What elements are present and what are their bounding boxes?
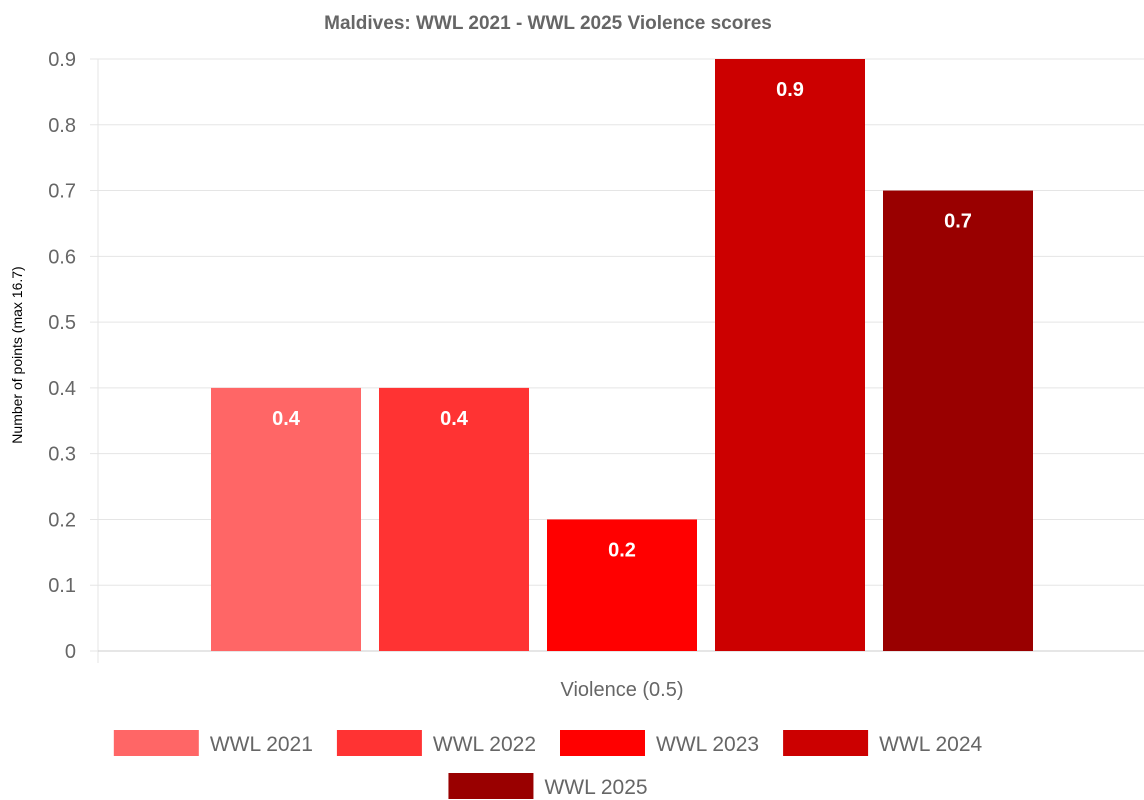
data-label: 0.4 <box>440 408 469 430</box>
data-labels: 0.4 0.4 0.2 0.9 0.7 <box>272 79 972 561</box>
y-tick-label: 0.4 <box>48 378 76 400</box>
x-axis-label: Violence (0.5) <box>560 679 683 701</box>
bar-wwl-2021 <box>211 387 361 651</box>
y-tick-label: 0 <box>65 641 76 663</box>
y-tick-label: 0.5 <box>48 312 76 334</box>
y-tick-label: 0.1 <box>48 575 76 597</box>
legend-label: WWL 2023 <box>656 733 759 756</box>
y-tick-label: 0.9 <box>48 49 76 71</box>
y-tick-label: 0.7 <box>48 181 76 203</box>
legend: WWL 2021 WWL 2022 WWL 2023 WWL 2024 WWL 2025 <box>113 730 983 799</box>
legend-swatch <box>113 730 199 756</box>
legend-label: WWL 2021 <box>210 733 313 756</box>
data-label: 0.7 <box>944 211 972 233</box>
legend-item[interactable]: WWL 2021 <box>113 730 313 756</box>
bar-wwl-2024 <box>715 59 865 651</box>
bar-wwl-2022 <box>379 387 529 651</box>
y-tick-label: 0.2 <box>48 509 76 531</box>
y-tick-label: 0.6 <box>48 246 76 268</box>
legend-item[interactable]: WWL 2024 <box>783 730 983 756</box>
legend-item[interactable]: WWL 2022 <box>336 730 536 756</box>
bar-wwl-2025 <box>883 190 1033 652</box>
legend-label: WWL 2024 <box>879 733 982 756</box>
data-label: 0.9 <box>776 79 804 101</box>
data-label: 0.4 <box>272 408 301 430</box>
legend-swatch <box>448 773 534 799</box>
legend-item[interactable]: WWL 2023 <box>560 730 759 756</box>
bar-wwl-2023 <box>547 519 697 651</box>
legend-swatch <box>560 730 645 756</box>
y-axis-label: Number of points (max 16.7) <box>9 266 25 443</box>
legend-label: WWL 2022 <box>433 733 536 756</box>
y-tick-label: 0.8 <box>48 115 76 137</box>
legend-item[interactable]: WWL 2025 <box>448 773 648 799</box>
legend-swatch <box>336 730 422 756</box>
legend-label: WWL 2025 <box>544 776 647 799</box>
bars <box>211 59 1033 652</box>
y-tick-label: 0.3 <box>48 444 76 466</box>
chart-title: Maldives: WWL 2021 - WWL 2025 Violence s… <box>324 13 772 34</box>
legend-swatch <box>783 730 869 756</box>
data-label: 0.2 <box>608 539 636 561</box>
y-tick-labels: 0 0.1 0.2 0.3 0.4 0.5 0.6 0.7 0.8 0.9 <box>48 49 76 663</box>
